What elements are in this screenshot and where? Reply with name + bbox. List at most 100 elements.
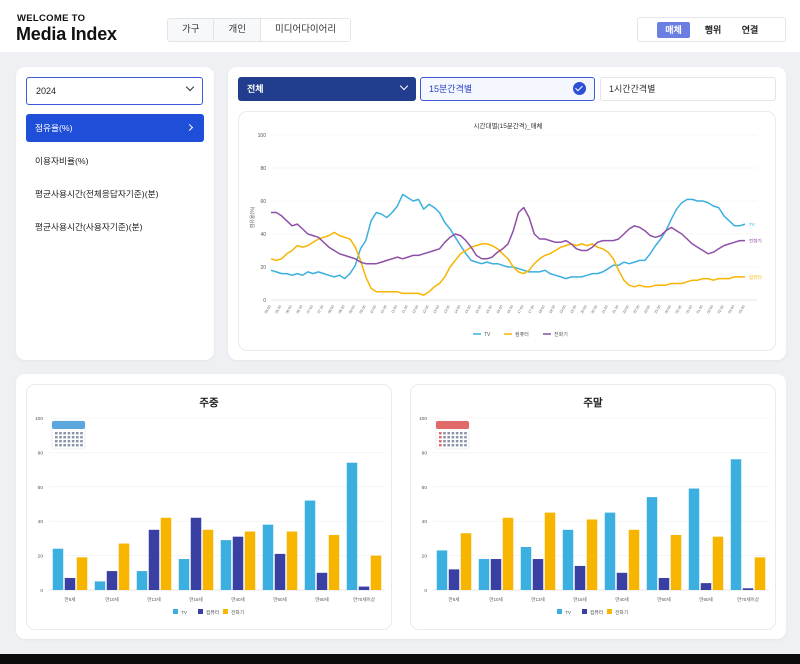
calendar-day-dot [455,444,459,447]
calendar-day-dot [451,444,455,447]
x-tick-label: 12:00 [411,305,419,315]
x-tick-label: 01:00 [685,305,693,315]
x-tick-label: 19:30 [569,305,577,315]
calendar-day-dot [80,436,83,439]
calendar-day-dot [80,432,83,435]
bar-2 [754,557,766,590]
bar-0 [730,459,742,590]
bar-0 [688,488,700,590]
sidebar-item-share[interactable]: 점유율(%) [26,114,204,142]
chevron-down-icon [399,81,409,91]
legend-swatch [223,609,228,614]
calendar-day-dot [71,444,75,447]
x-tick-label: 00:30 [675,305,683,315]
x-tick-label: 22:30 [633,305,641,315]
bar-0 [436,550,448,590]
tab-household[interactable]: 가구 [168,19,215,41]
x-tick-label: 07:00 [306,305,314,315]
legend-swatch [173,609,178,614]
x-tick-label: 03:30 [738,305,746,315]
x-category-label: 만10세 [105,596,119,603]
tab-individual[interactable]: 개인 [214,19,261,41]
bar-1 [148,529,160,590]
calendar-day-dot [443,440,446,443]
bar-0 [178,559,190,590]
x-tick-label: 05:30 [274,305,282,315]
sidebar-item-avg-time-users[interactable]: 평균사용시간(사용자기준)(분) [26,213,204,241]
bar-1 [358,586,370,590]
calendar-day-dot [55,432,58,435]
x-tick-label: 10:30 [380,305,388,315]
interval-15min-option[interactable]: 15분간격별 [420,77,595,101]
x-tick-label: 15:30 [485,305,493,315]
x-category-label: 만6세 [64,596,75,603]
series-line-2 [271,206,745,265]
y-tick-label: 40 [260,232,266,238]
bar-2 [502,517,514,590]
x-tick-label: 09:00 [348,305,356,315]
bar-0 [346,462,358,590]
calendar-day-dot [55,436,58,439]
y-tick-label: 20 [38,554,44,560]
calendar-day-dot [71,432,75,435]
tab-media-diary[interactable]: 미디어다이어리 [260,19,351,41]
tab-behavior[interactable]: 행위 [704,25,722,35]
bar-2 [370,555,382,590]
x-tick-label: 18:00 [538,305,546,315]
legend-label: TV [484,332,491,338]
bar-0 [220,540,232,590]
sidebar-card: 2024 점유율(%) 이용자비율(%) 평균사용시간(전체응답자기준)(분) … [16,67,214,360]
calendar-day-dot [63,440,66,443]
y-tick-label: 0 [263,298,266,304]
legend-label: TV [181,610,188,616]
line-chart-card: 전체 15분간격별 1시간간격별 시간대별(15분간격)_매체 점유율(%) 0 20… [228,67,786,360]
x-tick-label: 17:00 [517,305,525,315]
year-select[interactable]: 2024 [26,77,203,105]
weekend-bar-chart: 0 20 40 60 80 100 만6세 만10세 만13세 만16세 만40세 만50세 만60세 만… [419,416,769,616]
x-tick-label: 06:30 [296,305,304,315]
x-category-label: 만50세 [273,596,287,603]
x-category-label: 만40세 [615,596,629,603]
x-tick-label: 23:00 [643,305,651,315]
y-tick-label: 0 [40,588,43,594]
weekday-chart-panel: 주중 0 20 40 60 80 100 만6세 만10세 만13세 만16세 만40세 만50세 만6… [26,384,392,630]
y-tick-label: 100 [419,416,427,422]
interval-1hour-option[interactable]: 1시간간격별 [600,77,776,101]
calendar-day-dot [67,440,71,443]
x-tick-label: 13:30 [443,305,451,315]
bar-1 [316,572,328,590]
series-end-label: 전화기 [749,238,762,245]
calendar-day-dot [464,444,467,447]
x-tick-label: 22:00 [622,305,630,315]
calendar-day-dot [76,440,79,443]
bar-0 [520,547,532,590]
x-tick-label: 01:30 [696,305,704,315]
sidebar-item-user-ratio[interactable]: 이용자비율(%) [26,147,204,175]
tab-connection[interactable]: 연결 [741,25,759,35]
calendar-icon-header [436,421,469,429]
tab-media[interactable]: 매체 [657,22,690,38]
y-tick-label: 20 [260,265,266,271]
scope-select[interactable]: 전체 [238,77,416,101]
mode-tabs: 매체 행위 연결 [637,17,786,42]
bar-1 [532,559,544,590]
target-segment-tabs: 가구 개인 미디어다이어리 [167,18,352,42]
x-tick-label: 02:30 [717,305,725,315]
bar-2 [244,531,256,590]
x-tick-label: 03:00 [727,305,735,315]
bottom-bar [0,654,800,664]
calendar-day-dot [55,440,58,443]
legend-swatch [607,609,612,614]
x-tick-label: 14:00 [454,305,462,315]
calendar-day-dot [443,444,446,447]
calendar-day-dot [59,440,62,443]
x-tick-label: 21:00 [601,305,609,315]
logo-title[interactable]: Media Index [16,24,117,44]
sidebar-item-avg-time-all[interactable]: 평균사용시간(전체응답자기준)(분) [26,180,204,208]
bar-charts-card: 주중 0 20 40 60 80 100 만6세 만10세 만13세 만16세 만40세 만50세 만6… [16,374,786,639]
y-tick-label: 80 [422,450,428,456]
calendar-day-dot [460,436,463,439]
calendar-day-dot [455,440,459,443]
y-tick-label: 80 [260,166,266,172]
x-category-label: 만6세 [448,596,459,603]
